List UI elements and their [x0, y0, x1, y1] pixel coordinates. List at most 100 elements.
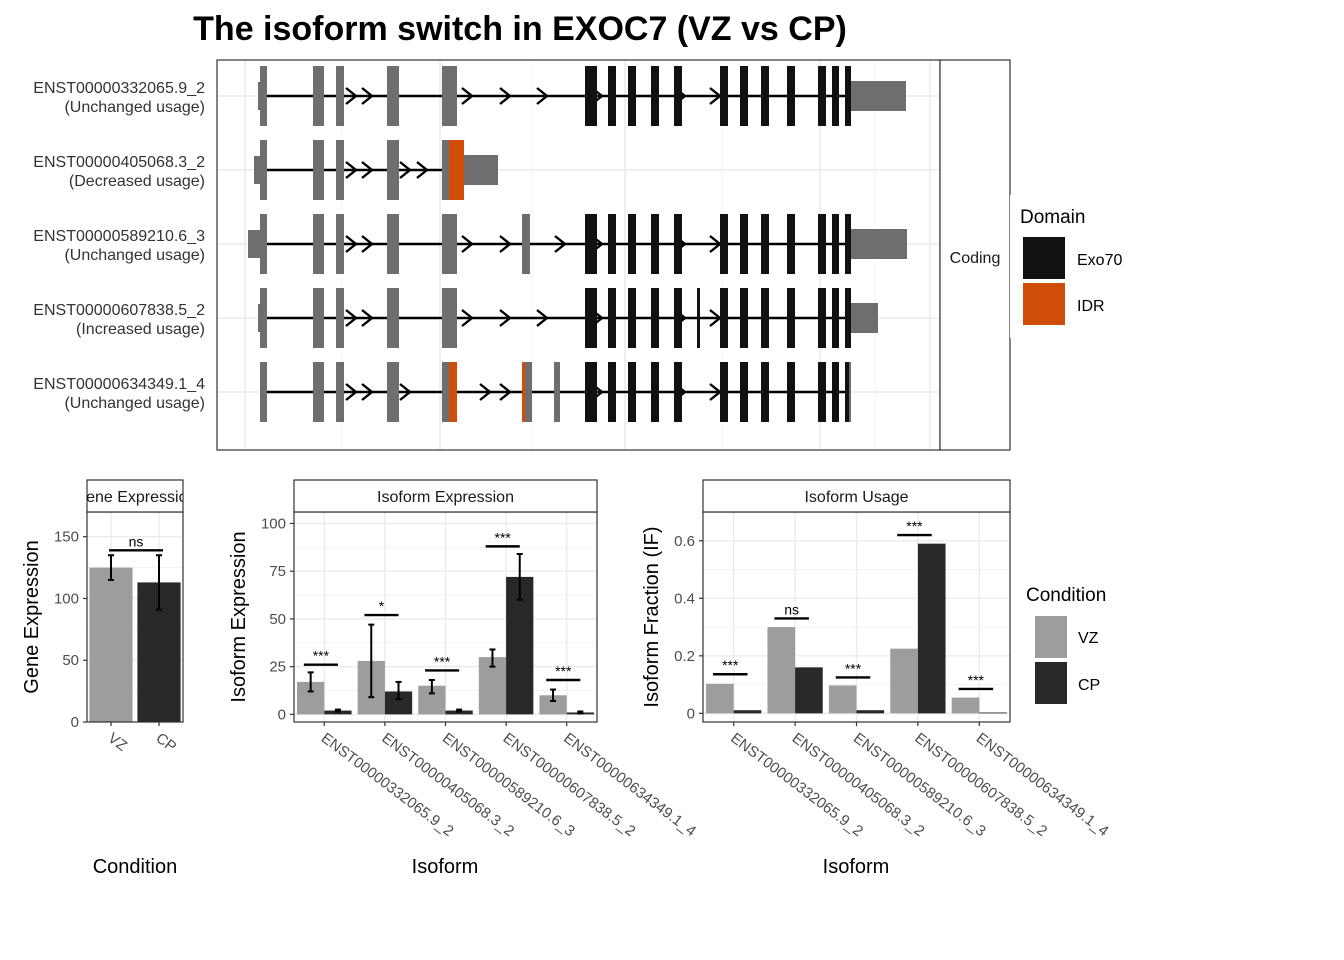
legend-label-exo70: Exo70: [1077, 252, 1122, 269]
isoform-expression-panel: *************Isoform Expression025507510…: [228, 479, 699, 878]
significance-label: *: [379, 598, 385, 614]
legend-swatch-cp: [1035, 662, 1067, 704]
exon-block: [260, 66, 267, 126]
exo70-domain-block: [608, 362, 616, 422]
exo70-domain-block: [651, 288, 659, 348]
significance-label: ***: [313, 648, 330, 664]
significance-label: ***: [906, 518, 923, 534]
strand-arrow: [499, 235, 512, 253]
exo70-domain-block: [832, 214, 839, 274]
strand-arrow: [345, 87, 358, 105]
exo70-domain-block: [628, 362, 636, 422]
legend-swatch-vz: [1035, 616, 1067, 658]
exo70-domain-block: [720, 288, 728, 348]
idr-domain-block: [522, 362, 525, 422]
exo70-domain-block: [720, 214, 728, 274]
exo70-domain-block: [818, 66, 826, 126]
exo70-domain-block: [628, 66, 636, 126]
exo70-domain-block: [740, 214, 748, 274]
x-axis-title: Isoform: [412, 856, 479, 878]
exo70-domain-block: [674, 66, 682, 126]
isoform-usage-3: (Unchanged usage): [64, 247, 205, 264]
exon-block: [387, 140, 399, 200]
strand-arrow: [461, 235, 474, 253]
exo70-domain-block: [761, 362, 769, 422]
y-tick-label: 50: [269, 611, 286, 628]
strand-arrow: [536, 87, 549, 105]
exo70-domain-block: [787, 362, 795, 422]
exo70-domain-block: [787, 288, 795, 348]
exon-block: [260, 140, 267, 200]
idr-domain-block: [449, 362, 457, 422]
exo70-domain-block: [740, 362, 748, 422]
strand-arrow: [345, 383, 358, 401]
bar-cp-4: [917, 543, 946, 714]
utr-block: [554, 362, 560, 422]
condition-legend: Condition VZ CP: [1026, 585, 1106, 704]
exon-block: [442, 140, 449, 200]
exo70-domain-block: [585, 288, 590, 348]
isoform-usage-5: (Unchanged usage): [64, 395, 205, 412]
isoform-track-3: [217, 214, 940, 274]
exo70-domain-block: [845, 288, 851, 348]
strand-arrow: [361, 309, 374, 327]
exo70-domain-block: [832, 66, 839, 126]
strand-arrow: [361, 235, 374, 253]
exo70-domain-block: [845, 214, 851, 274]
exon-block: [313, 362, 324, 422]
exo70-domain-block: [585, 66, 590, 126]
exo70-domain-block: [608, 214, 616, 274]
exo70-domain-block: [740, 66, 748, 126]
y-tick-label: 100: [54, 590, 79, 607]
exo70-domain-block: [674, 288, 682, 348]
strip-label: Gene Expression: [74, 489, 197, 506]
exo70-domain-block: [818, 214, 826, 274]
y-tick-label: 0.6: [674, 533, 695, 550]
idr-domain-block: [449, 140, 464, 200]
bar-vz-5: [951, 697, 980, 714]
x-tick-label: CP: [153, 730, 180, 756]
utr-block: [850, 81, 906, 111]
strand-arrow: [536, 309, 549, 327]
exon-block: [313, 288, 324, 348]
exon-block: [260, 288, 267, 348]
exo70-domain-block: [585, 214, 590, 274]
exo70-domain-block: [845, 362, 849, 422]
exo70-domain-block: [628, 214, 636, 274]
y-tick-label: 0.2: [674, 648, 695, 665]
y-tick-label: 75: [269, 563, 286, 580]
isoform-structure-panel: ENST00000332065.9_2 (Unchanged usage) ENST…: [33, 59, 1011, 451]
strand-arrow: [479, 383, 492, 401]
isoform-label-5: ENST00000634349.1_4: [33, 376, 205, 393]
bar-cp-1: [733, 710, 762, 714]
significance-label: ***: [434, 653, 451, 669]
y-axis-title: Isoform Expression: [228, 531, 250, 702]
isoform-usage-1: (Unchanged usage): [64, 99, 205, 116]
exon-block: [387, 214, 399, 274]
strand-arrow: [361, 383, 374, 401]
bar-vz-2: [767, 627, 796, 714]
domain-legend: Domain Exo70 IDR: [1010, 195, 1150, 338]
exo70-domain-block: [787, 66, 795, 126]
exo70-domain-block: [590, 362, 597, 422]
utr-block: [850, 229, 907, 259]
significance-label: ***: [968, 672, 985, 688]
legend-swatch-exo70: [1023, 237, 1065, 279]
y-tick-label: 0.4: [674, 590, 695, 607]
strand-arrow: [499, 309, 512, 327]
exon-block: [442, 66, 457, 126]
structure-strip-label: Coding: [950, 250, 1001, 267]
bar-vz-4: [890, 648, 918, 714]
strand-arrow: [554, 235, 567, 253]
strip-box: [702, 479, 1011, 513]
bar-cp-5: [979, 712, 1007, 714]
exo70-domain-block: [720, 362, 728, 422]
y-tick-label: 0: [71, 714, 79, 731]
isoform-usage-2: (Decreased usage): [69, 173, 205, 190]
exo70-domain-block: [697, 288, 700, 348]
exon-block: [313, 66, 324, 126]
strand-arrow: [361, 161, 374, 179]
exo70-domain-block: [832, 288, 839, 348]
strand-arrow: [499, 383, 512, 401]
